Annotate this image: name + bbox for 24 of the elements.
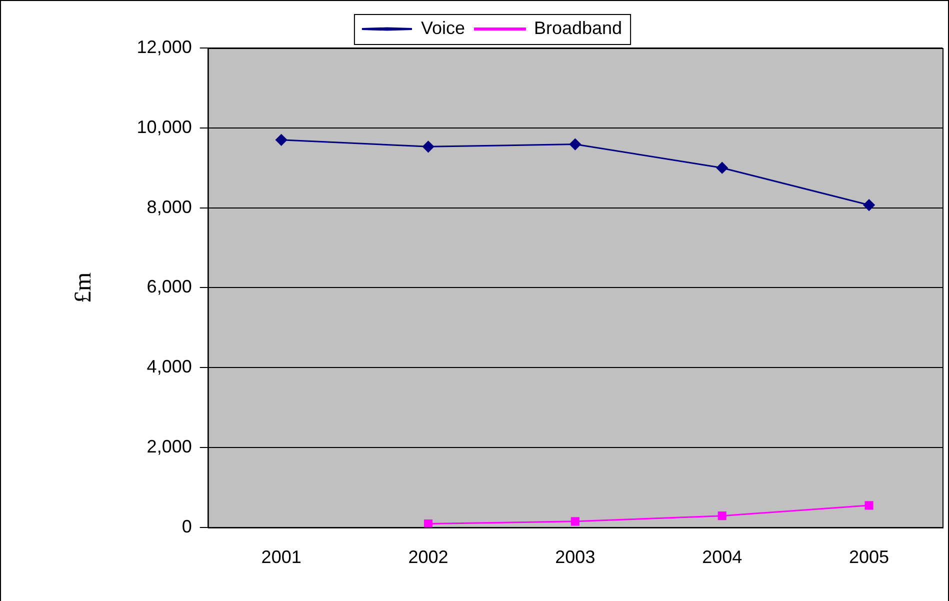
y-axis-title: £m xyxy=(70,272,97,304)
y-tick-label: 8,000 xyxy=(146,196,192,217)
point xyxy=(716,162,728,174)
point xyxy=(422,140,434,152)
point xyxy=(864,501,874,510)
x-tick-label: 2005 xyxy=(849,547,890,568)
x-tick-label: 2001 xyxy=(261,547,302,568)
y-tick-label: 12,000 xyxy=(136,36,192,57)
legend-label: Broadband xyxy=(534,18,622,38)
y-tick-label: 10,000 xyxy=(136,116,192,137)
x-tick-label: 2003 xyxy=(555,547,596,568)
point xyxy=(863,199,875,211)
point xyxy=(570,517,580,526)
point xyxy=(276,134,288,146)
point xyxy=(569,138,581,150)
legend-label: Voice xyxy=(420,18,465,38)
y-tick-label: 0 xyxy=(182,516,192,536)
point xyxy=(718,512,726,520)
point xyxy=(424,520,433,528)
y-tick-label: 6,000 xyxy=(146,276,192,297)
y-tick-label: 4,000 xyxy=(146,356,192,377)
x-tick-label: 2004 xyxy=(702,547,742,568)
x-tick-label: 2002 xyxy=(408,547,448,568)
y-tick-label: 2,000 xyxy=(146,436,192,456)
